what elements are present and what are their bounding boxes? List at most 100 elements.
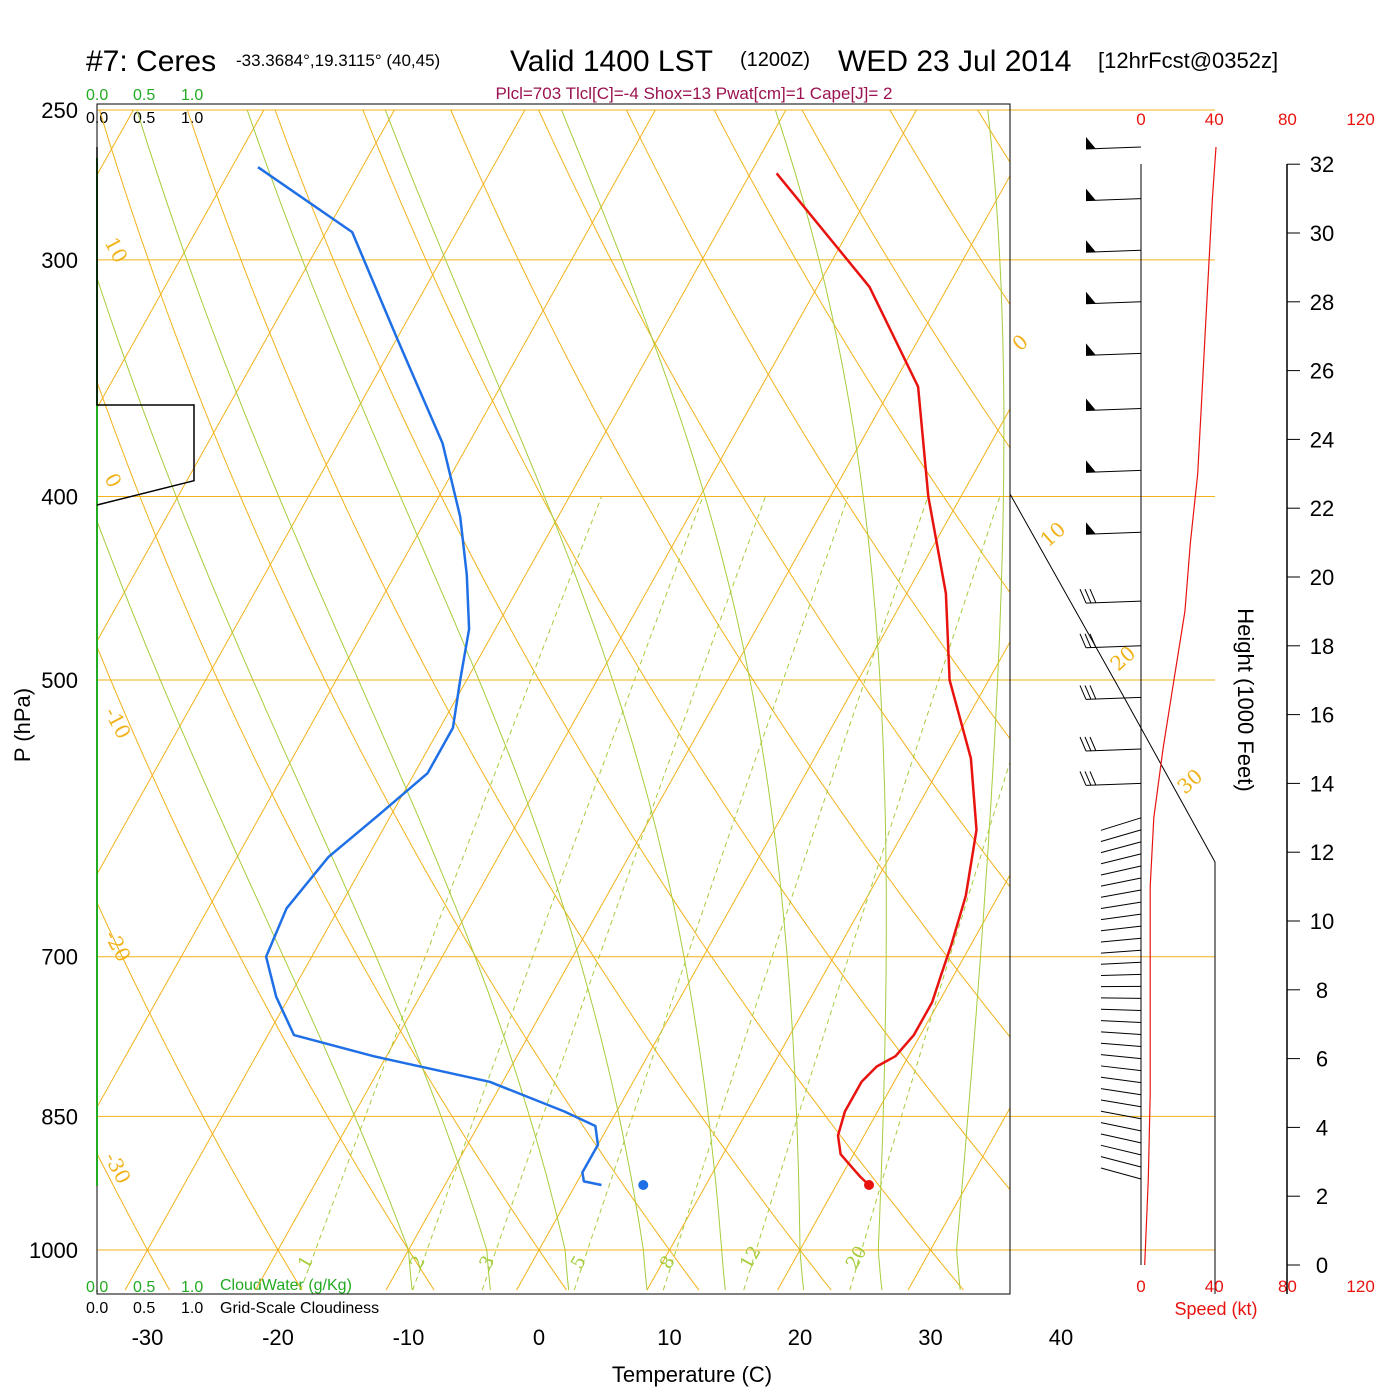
moist-adiabat-line: [1035, 110, 1159, 1290]
moist-adiabat-line: [246, 109, 648, 1291]
wind-barb-feather: [1084, 633, 1092, 648]
station-coords: -33.3684°,19.3115° (40,45): [236, 51, 440, 70]
height-tick-label: 2: [1316, 1184, 1328, 1209]
wind-barb: [1100, 1076, 1142, 1084]
mixing-ratio-line: [481, 496, 766, 1291]
dry-adiabat-line: [99, 109, 700, 1291]
wind-barb: [1100, 1031, 1142, 1036]
cloudiness-tick-bottom: 1.0: [181, 1300, 203, 1317]
y-axis-label: P (hPa): [10, 688, 35, 762]
height-tick-label: 16: [1310, 703, 1334, 728]
isotherm-line: [97, 109, 265, 410]
dewpoint-profile-line: [257, 166, 602, 1187]
moist-adiabat-line: [97, 276, 491, 1291]
dry-adiabat-line: [713, 109, 1010, 594]
wind-barb-feather: [1079, 736, 1087, 752]
cloudiness-tick-bottom: 0.0: [86, 1300, 108, 1317]
mixing-ratio-label: 20: [842, 1242, 872, 1272]
isotherm-line: [0, 110, 3, 1290]
isobars: [96, 103, 1215, 1295]
moist-adiabat-line: [561, 109, 805, 1291]
wind-barb-flag: [1086, 460, 1096, 473]
temperature-tick-label: -20: [262, 1325, 294, 1350]
moist-adiabat-line: [774, 109, 887, 1291]
mixing-ratio-line: [743, 496, 1001, 1291]
pressure-tick-label: 500: [41, 668, 78, 693]
valid-date: WED 23 Jul 2014: [838, 45, 1071, 78]
dry-adiabat-line: [274, 109, 964, 1291]
wind-barb: [1100, 1167, 1142, 1180]
pressure-tick-label: 300: [41, 248, 78, 273]
wind-barb: [1100, 853, 1142, 865]
dewpoint-surface-point: [638, 1179, 649, 1190]
cloudiness-label: Grid-Scale Cloudiness: [220, 1300, 379, 1317]
wind-barb: [1100, 961, 1142, 965]
cloudwater-tick-bottom: 0.5: [133, 1279, 155, 1296]
wind-barb-flag: [1086, 398, 1096, 411]
mixing-ratio-label: 1: [294, 1252, 318, 1272]
moist-adiabat-line: [384, 109, 726, 1291]
wind-barb-flag: [1086, 522, 1096, 535]
wind-barb-feather: [1084, 736, 1092, 752]
isotherm-line: [646, 640, 1010, 1291]
height-tick-label: 18: [1310, 634, 1334, 659]
isotherm-line: [97, 109, 526, 876]
dry-adiabat-line: [625, 109, 1010, 740]
wind-barb: [1100, 913, 1142, 921]
wind-barb: [1100, 1099, 1142, 1108]
wind-barb-flag: [1086, 137, 1096, 149]
height-tick-label: 22: [1310, 496, 1334, 521]
speed-tick-top: 0: [1136, 110, 1145, 129]
pressure-tick-label: 250: [41, 98, 78, 123]
wind-barb-feather: [1084, 685, 1092, 700]
wind-barb-feather: [1089, 736, 1097, 752]
wind-barb-feather: [1079, 588, 1087, 604]
wind-barb: [1100, 901, 1142, 909]
isotherm-line: [97, 109, 656, 1109]
isotherm-label: 10: [1035, 517, 1070, 552]
cloudwater-tick-top: 1.0: [181, 87, 203, 104]
height-tick-label: 12: [1310, 840, 1334, 865]
isotherm-line: [777, 873, 1010, 1291]
cloudwater-label: CloudWater (g/Kg): [220, 1277, 352, 1294]
height-tick-label: 28: [1310, 290, 1334, 315]
isotherm-line: [385, 174, 1010, 1291]
isotherm-line: [1039, 110, 1400, 1290]
isotherm-label: 0: [1007, 329, 1033, 355]
temperature-surface-point: [864, 1179, 875, 1190]
isotherm-line: [255, 109, 917, 1291]
dry-adiabat-line: [97, 645, 435, 1291]
mixing-ratio-line: [849, 760, 1010, 1291]
isotherm-line: [516, 407, 1010, 1291]
moist-adiabat-line: [136, 109, 570, 1291]
wind-barb: [1100, 937, 1142, 943]
cloudiness-profile: [96, 104, 1216, 1294]
mixing-ratio-label: 5: [567, 1252, 591, 1272]
pressure-tick-label: 850: [41, 1104, 78, 1129]
temperature-tick-label: 10: [657, 1325, 681, 1350]
cloudiness-tick-top: 1.0: [181, 110, 203, 127]
speed-tick-bottom: 120: [1346, 1277, 1374, 1296]
wind-barb-feather: [1089, 633, 1097, 648]
dry-adiabat-line: [186, 109, 832, 1291]
height-tick-label: 24: [1310, 427, 1334, 452]
wind-barb-feather: [1079, 771, 1087, 786]
height-tick-label: 14: [1310, 771, 1334, 796]
wind-barb-flag: [1086, 291, 1096, 304]
isotherm-label: -10: [100, 703, 136, 743]
mixing-ratio-line: [300, 496, 603, 1291]
wind-barb-feather: [1089, 685, 1097, 700]
cloudwater-tick-top: 0.5: [133, 87, 155, 104]
wind-barb-feather: [1089, 588, 1097, 604]
wind-barb-feather: [1084, 771, 1092, 786]
valid-time: Valid 1400 LST: [510, 45, 713, 78]
temperature-tick-label: 40: [1049, 1325, 1073, 1350]
isotherm-line: [1300, 110, 1400, 1290]
stability-indices: Plcl=703 Tlcl[C]=-4 Shox=13 Pwat[cm]=1 C…: [495, 84, 892, 103]
wind-barb-feather: [1084, 588, 1092, 604]
cloudwater-tick-bottom: 1.0: [181, 1279, 203, 1296]
speed-tick-top: 80: [1278, 110, 1297, 129]
